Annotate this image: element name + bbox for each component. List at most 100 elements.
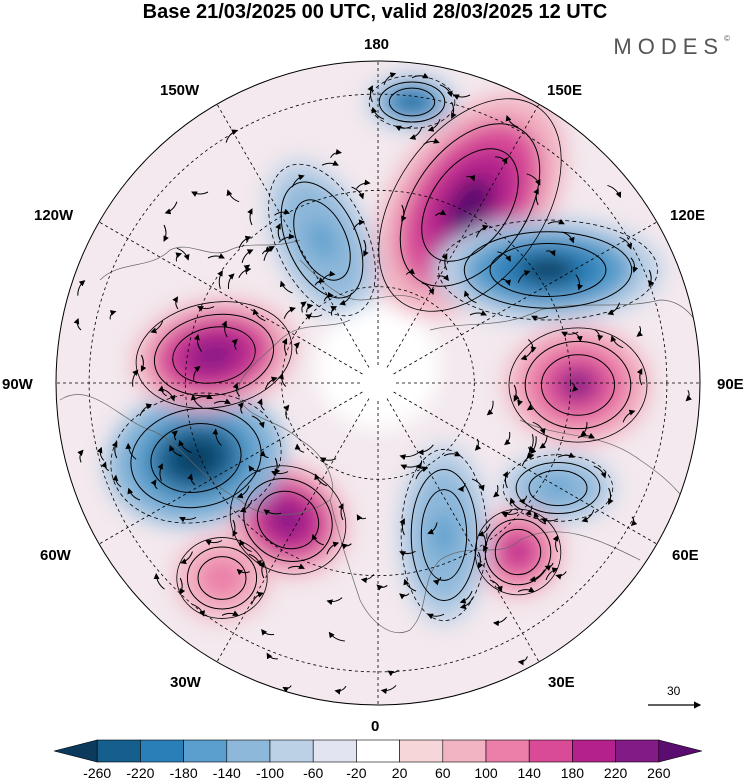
wind-arrow [513, 384, 520, 402]
wind-arrow [326, 541, 340, 555]
wind-arrow [561, 331, 579, 338]
colorbar [53, 739, 703, 763]
wind-arrow [443, 450, 461, 457]
colorbar-tick-label: -260 [83, 765, 112, 781]
wind-arrow [541, 518, 559, 524]
wind-arrow [421, 282, 435, 296]
wind-arrow [474, 438, 482, 451]
wind-arrow [545, 249, 556, 257]
wind-arrow [305, 314, 323, 320]
wind-arrow [526, 446, 533, 459]
wind-arrow [648, 269, 655, 287]
wind-arrow [150, 320, 164, 334]
wind-arrow [282, 685, 292, 693]
colorbar-tick-label: 180 [560, 765, 585, 781]
wind-arrow [561, 231, 575, 244]
wind-arrow [539, 435, 548, 449]
wind-arrow [436, 274, 449, 282]
wind-arrow [427, 613, 445, 620]
wind-arrow [415, 466, 429, 480]
wind-arrow [153, 573, 165, 590]
wind-arrow [489, 579, 503, 593]
wind-arrow [593, 465, 607, 479]
wind-arrow [172, 296, 179, 310]
colorbar-tick-label: -20 [346, 765, 367, 781]
colorbar-swatch [615, 739, 660, 763]
wind-arrow [532, 421, 546, 435]
wind-arrow [509, 497, 523, 511]
anomaly-center [265, 160, 379, 320]
wind-arrow [321, 160, 339, 166]
colorbar-tick-label: 260 [647, 765, 671, 781]
lon-label-120w: 120W [34, 207, 74, 224]
wind-arrow [580, 421, 588, 437]
wind-arrow [495, 156, 508, 165]
wind-arrow [383, 72, 397, 86]
map-border [55, 60, 701, 706]
wind-arrow [163, 224, 169, 242]
reference-vector-label: 30 [667, 684, 681, 698]
wind-arrow [607, 184, 622, 199]
wind-arrow [213, 398, 231, 404]
wind-arrow [531, 315, 549, 322]
wind-arrow [533, 511, 547, 525]
wind-arrow [572, 382, 579, 392]
wind-arrow [526, 173, 541, 186]
wind-arrow [162, 388, 176, 402]
wind-arrow [457, 482, 466, 493]
colorbar-tick-label: 60 [435, 765, 451, 781]
wind-arrow [504, 431, 511, 446]
wind-arrow [139, 403, 153, 417]
coastline [329, 499, 641, 633]
wind-arrow [409, 127, 423, 140]
wind-arrow [636, 368, 643, 386]
wind-arrow [150, 479, 158, 490]
wind-arrow [685, 390, 692, 402]
lon-label-120e: 120E [670, 207, 706, 224]
wind-arrow [266, 652, 278, 660]
wind-arrow [557, 452, 575, 458]
wind-arrow [435, 209, 447, 217]
colorbar-tick-label: 100 [474, 765, 498, 781]
wind-arrow [453, 94, 471, 100]
wind-arrow [527, 339, 537, 353]
wind-arrow [497, 251, 511, 262]
wind-arrow [232, 519, 238, 537]
wind-arrow [338, 503, 344, 521]
wind-vectors [73, 72, 692, 695]
wind-arrow [466, 174, 476, 182]
wind-arrow [399, 518, 405, 536]
wind-arrow [187, 473, 196, 486]
wind-arrow [547, 218, 565, 225]
wind-arrow [125, 442, 137, 460]
wind-arrow [314, 277, 325, 286]
wind-arrow [341, 543, 352, 550]
colorbar-tick-label: -220 [126, 765, 155, 781]
wind-arrow [514, 394, 523, 407]
wind-arrow [259, 450, 269, 459]
wind-arrow [526, 401, 534, 411]
anomaly-center [505, 325, 651, 445]
coastline [299, 259, 421, 301]
wind-arrow [469, 310, 487, 316]
wind-arrow [630, 516, 638, 527]
wind-arrow [306, 303, 314, 313]
wind-arrow [300, 301, 307, 313]
wind-arrow [517, 270, 531, 283]
coastline [59, 319, 351, 516]
wind-arrow [371, 106, 385, 120]
wind-arrow [232, 382, 241, 397]
wind-arrow [411, 72, 429, 79]
wind-arrow [171, 430, 178, 441]
wind-arrow [486, 400, 494, 416]
wind-arrow [356, 514, 367, 521]
wind-arrow [279, 280, 293, 294]
wind-arrow [529, 434, 535, 453]
wind-arrow [367, 85, 373, 103]
lon-label-150w: 150W [160, 82, 200, 99]
wind-arrow [441, 253, 448, 271]
wind-arrow [417, 444, 434, 456]
wind-arrow [238, 539, 252, 553]
wind-arrow [207, 253, 225, 259]
